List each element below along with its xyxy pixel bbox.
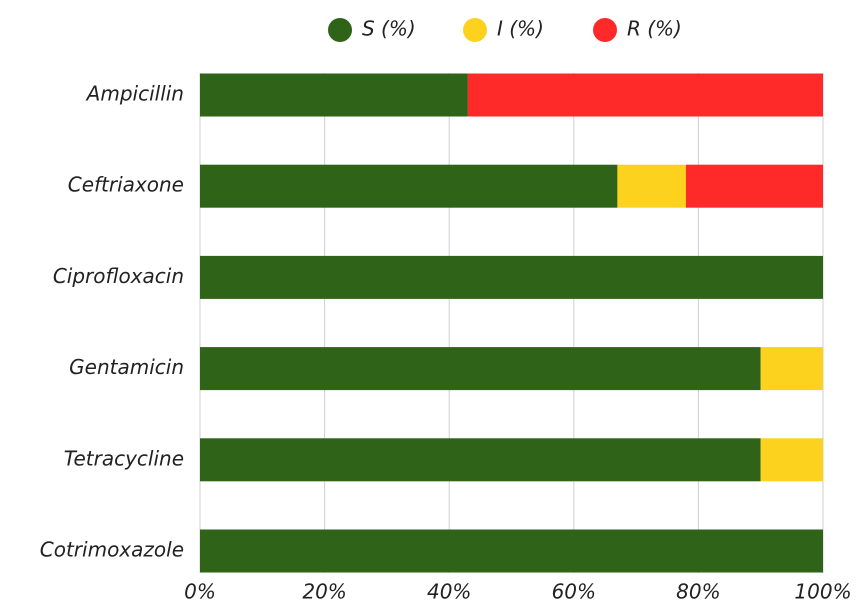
bar-segment <box>200 73 468 117</box>
y-tick-label: Ceftriaxone <box>68 173 184 197</box>
x-tick-label: 20% <box>302 580 346 604</box>
y-tick-label: Cotrimoxazole <box>40 538 184 562</box>
legend-swatch <box>328 18 352 42</box>
y-tick-label: Ciprofloxacin <box>53 264 184 288</box>
y-tick-label: Ampicillin <box>85 82 184 106</box>
legend-swatch <box>463 18 487 42</box>
bar-segment <box>760 347 823 391</box>
x-tick-label: 60% <box>552 580 596 604</box>
legend-swatch <box>593 18 617 42</box>
legend-label: S (%) <box>362 17 416 41</box>
x-tick-label: 100% <box>794 580 851 604</box>
bar-segment <box>200 438 761 482</box>
bar-segment <box>617 164 686 208</box>
legend-label: I (%) <box>497 17 544 41</box>
x-tick-label: 40% <box>427 580 471 604</box>
bar-segment <box>200 529 823 573</box>
bar-segment <box>200 164 618 208</box>
y-tick-label: Gentamicin <box>69 355 184 379</box>
bar-segment <box>685 164 823 208</box>
bar-segment <box>760 438 823 482</box>
x-tick-label: 0% <box>184 580 216 604</box>
y-tick-label: Tetracycline <box>64 446 184 470</box>
x-tick-label: 80% <box>676 580 720 604</box>
legend-label: R (%) <box>627 17 682 41</box>
bar-segment <box>467 73 823 117</box>
bar-segment <box>200 347 761 391</box>
bar-segment <box>200 255 823 299</box>
